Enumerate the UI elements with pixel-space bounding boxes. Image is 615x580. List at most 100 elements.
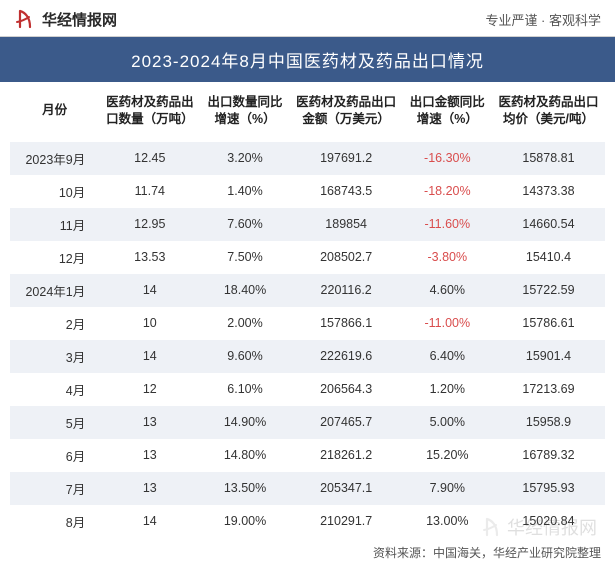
cell-month: 2023年9月 <box>10 142 99 175</box>
cell-qty-yoy: 9.60% <box>200 340 289 373</box>
cell-amt-yoy: 7.90% <box>403 472 492 505</box>
cell-qty-yoy: 2.00% <box>200 307 289 340</box>
cell-amt-yoy: -11.60% <box>403 208 492 241</box>
table-row: 11月12.957.60%189854-11.60%14660.54 <box>10 208 605 241</box>
cell-amt: 220116.2 <box>290 274 403 307</box>
table-row: 2023年9月12.453.20%197691.2-16.30%15878.81 <box>10 142 605 175</box>
cell-qty-yoy: 3.20% <box>200 142 289 175</box>
cell-price: 15722.59 <box>492 274 605 307</box>
table-row: 6月1314.80%218261.215.20%16789.32 <box>10 439 605 472</box>
col-amt: 医药材及药品出口金额（万美元） <box>290 82 403 142</box>
cell-amt-yoy: -3.80% <box>403 241 492 274</box>
cell-price: 15795.93 <box>492 472 605 505</box>
cell-qty-yoy: 14.90% <box>200 406 289 439</box>
chart-title: 2023-2024年8月中国医药材及药品出口情况 <box>0 37 615 82</box>
cell-month: 4月 <box>10 373 99 406</box>
cell-qty-yoy: 6.10% <box>200 373 289 406</box>
cell-amt-yoy: 15.20% <box>403 439 492 472</box>
table-row: 2月102.00%157866.1-11.00%15786.61 <box>10 307 605 340</box>
cell-price: 15786.61 <box>492 307 605 340</box>
cell-qty-yoy: 18.40% <box>200 274 289 307</box>
cell-qty: 14 <box>99 340 200 373</box>
cell-price: 15878.81 <box>492 142 605 175</box>
cell-month: 10月 <box>10 175 99 208</box>
cell-amt: 197691.2 <box>290 142 403 175</box>
cell-qty: 13.53 <box>99 241 200 274</box>
cell-qty-yoy: 13.50% <box>200 472 289 505</box>
cell-qty: 12.45 <box>99 142 200 175</box>
cell-price: 15020.84 <box>492 505 605 538</box>
table-row: 12月13.537.50%208502.7-3.80%15410.4 <box>10 241 605 274</box>
col-month: 月份 <box>10 82 99 142</box>
table-row: 2024年1月1418.40%220116.24.60%15722.59 <box>10 274 605 307</box>
cell-qty: 10 <box>99 307 200 340</box>
cell-amt: 210291.7 <box>290 505 403 538</box>
cell-month: 6月 <box>10 439 99 472</box>
table-body: 2023年9月12.453.20%197691.2-16.30%15878.81… <box>10 142 605 538</box>
cell-amt: 189854 <box>290 208 403 241</box>
cell-month: 3月 <box>10 340 99 373</box>
cell-amt-yoy: -11.00% <box>403 307 492 340</box>
cell-qty-yoy: 1.40% <box>200 175 289 208</box>
cell-amt: 208502.7 <box>290 241 403 274</box>
cell-amt-yoy: -16.30% <box>403 142 492 175</box>
logo-section: 华经情报网 <box>14 8 117 30</box>
cell-qty-yoy: 19.00% <box>200 505 289 538</box>
table-header-row: 月份 医药材及药品出口数量（万吨） 出口数量同比增速（%） 医药材及药品出口金额… <box>10 82 605 142</box>
cell-amt: 222619.6 <box>290 340 403 373</box>
cell-amt: 205347.1 <box>290 472 403 505</box>
source-footer: 资料来源：中国海关，华经产业研究院整理 <box>0 538 615 561</box>
table-row: 4月126.10%206564.31.20%17213.69 <box>10 373 605 406</box>
tagline: 专业严谨 · 客观科学 <box>485 10 601 29</box>
cell-amt-yoy: -18.20% <box>403 175 492 208</box>
cell-qty-yoy: 7.50% <box>200 241 289 274</box>
cell-month: 8月 <box>10 505 99 538</box>
table-row: 10月11.741.40%168743.5-18.20%14373.38 <box>10 175 605 208</box>
cell-month: 2024年1月 <box>10 274 99 307</box>
cell-price: 15901.4 <box>492 340 605 373</box>
col-qty: 医药材及药品出口数量（万吨） <box>99 82 200 142</box>
cell-amt: 218261.2 <box>290 439 403 472</box>
col-price: 医药材及药品出口均价（美元/吨） <box>492 82 605 142</box>
cell-price: 16789.32 <box>492 439 605 472</box>
logo-text: 华经情报网 <box>42 9 117 30</box>
cell-price: 15410.4 <box>492 241 605 274</box>
cell-amt: 207465.7 <box>290 406 403 439</box>
col-amt-yoy: 出口金额同比增速（%） <box>403 82 492 142</box>
cell-month: 11月 <box>10 208 99 241</box>
table-row: 5月1314.90%207465.75.00%15958.9 <box>10 406 605 439</box>
cell-qty: 13 <box>99 472 200 505</box>
table-row: 3月149.60%222619.66.40%15901.4 <box>10 340 605 373</box>
table-container: 月份 医药材及药品出口数量（万吨） 出口数量同比增速（%） 医药材及药品出口金额… <box>0 82 615 538</box>
cell-month: 12月 <box>10 241 99 274</box>
cell-qty: 14 <box>99 274 200 307</box>
cell-month: 2月 <box>10 307 99 340</box>
cell-amt-yoy: 13.00% <box>403 505 492 538</box>
cell-price: 14373.38 <box>492 175 605 208</box>
cell-qty-yoy: 14.80% <box>200 439 289 472</box>
cell-qty: 14 <box>99 505 200 538</box>
cell-amt-yoy: 5.00% <box>403 406 492 439</box>
cell-amt: 157866.1 <box>290 307 403 340</box>
cell-qty: 13 <box>99 406 200 439</box>
cell-amt-yoy: 4.60% <box>403 274 492 307</box>
cell-price: 17213.69 <box>492 373 605 406</box>
cell-month: 7月 <box>10 472 99 505</box>
table-row: 7月1313.50%205347.17.90%15795.93 <box>10 472 605 505</box>
col-qty-yoy: 出口数量同比增速（%） <box>200 82 289 142</box>
cell-price: 14660.54 <box>492 208 605 241</box>
cell-qty: 12.95 <box>99 208 200 241</box>
cell-amt: 206564.3 <box>290 373 403 406</box>
cell-amt-yoy: 1.20% <box>403 373 492 406</box>
cell-amt: 168743.5 <box>290 175 403 208</box>
cell-qty: 13 <box>99 439 200 472</box>
cell-month: 5月 <box>10 406 99 439</box>
cell-qty: 12 <box>99 373 200 406</box>
cell-price: 15958.9 <box>492 406 605 439</box>
table-row: 8月1419.00%210291.713.00%15020.84 <box>10 505 605 538</box>
logo-icon <box>14 8 36 30</box>
cell-amt-yoy: 6.40% <box>403 340 492 373</box>
cell-qty: 11.74 <box>99 175 200 208</box>
data-table: 月份 医药材及药品出口数量（万吨） 出口数量同比增速（%） 医药材及药品出口金额… <box>10 82 605 538</box>
page-header: 华经情报网 专业严谨 · 客观科学 <box>0 0 615 37</box>
